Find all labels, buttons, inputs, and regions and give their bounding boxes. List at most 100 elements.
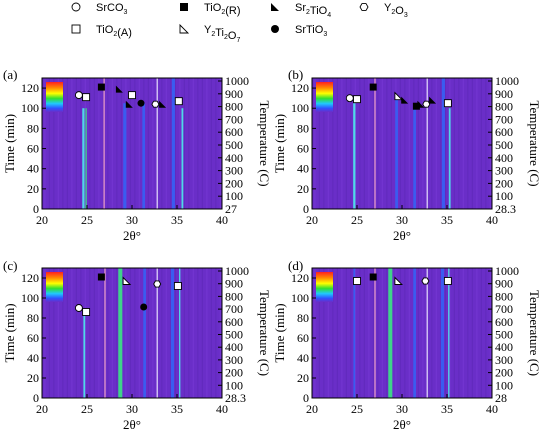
- heatmap-panel: 20 25 30 35 40020406080100120281002003004005…: [272, 258, 542, 432]
- diffraction-band: [156, 78, 158, 209]
- heatmap-background: [312, 268, 492, 398]
- heatmap-texture: [80, 78, 82, 209]
- y-tick-label: 120: [291, 271, 309, 285]
- phase-marker-open-hexagon: [422, 100, 431, 108]
- x-tick-label: 20: [306, 213, 318, 227]
- y2-tick-label: 700: [225, 302, 243, 316]
- legend-symbol-filled-circle: [271, 25, 279, 33]
- y-tick-label: 60: [27, 142, 39, 156]
- heatmap-texture: [147, 78, 149, 209]
- diffraction-band: [123, 103, 127, 209]
- heatmap-texture: [53, 268, 55, 398]
- heatmap-texture: [476, 268, 478, 398]
- phase-marker-open-circle: [74, 91, 83, 100]
- legend-symbol-filled-triangle: [271, 3, 279, 11]
- y-tick-label: 60: [297, 331, 309, 345]
- legend-label: Y2O3: [384, 2, 408, 19]
- y2-tick-label: 300: [225, 164, 243, 178]
- diffraction-band: [448, 108, 451, 209]
- legend-label: Sr2TiO4: [295, 2, 331, 19]
- heatmap-texture: [84, 78, 86, 209]
- legend-label: Y2Ti2O7: [204, 24, 240, 44]
- heatmap-texture: [120, 78, 122, 209]
- y-tick-label: 60: [27, 331, 39, 345]
- x-tick-label: 35: [171, 402, 183, 416]
- heatmap-texture: [179, 78, 181, 209]
- phase-marker-open-hexagon: [421, 277, 430, 285]
- y2-tick-label: 300: [495, 353, 513, 367]
- y2-tick-label: 1000: [225, 74, 249, 88]
- heatmap-texture: [62, 78, 64, 209]
- heatmap-texture: [350, 268, 352, 398]
- diffraction-band: [440, 268, 445, 398]
- phase-marker-filled-triangle: [417, 100, 425, 108]
- heatmap-texture: [170, 268, 172, 398]
- heatmap-texture: [98, 78, 100, 209]
- phase-marker-open-hexagon: [153, 280, 162, 288]
- heatmap-panel: 20 25 30 35 4002040608010012028.310020030040…: [272, 67, 542, 243]
- heatmap-texture: [404, 268, 406, 398]
- y2-tick-label: 100: [225, 189, 243, 203]
- heatmap-texture: [453, 268, 455, 398]
- heatmap-texture: [318, 78, 320, 209]
- x-tick-label: 30: [396, 213, 408, 227]
- heatmap-texture: [152, 268, 154, 398]
- legend-entry: SrTiO3: [271, 24, 327, 38]
- heatmap-texture: [138, 78, 140, 209]
- y2-tick-label: 700: [495, 112, 513, 126]
- heatmap-texture: [336, 268, 338, 398]
- y2-tick-label: 500: [225, 328, 243, 342]
- heatmap-texture: [183, 268, 185, 398]
- y2-tick-label: 400: [225, 151, 243, 165]
- heatmap-texture: [116, 78, 118, 209]
- y2-tick-label: 500: [495, 138, 513, 152]
- heatmap-texture: [359, 268, 361, 398]
- y-tick-label: 100: [291, 291, 309, 305]
- colorbar: [46, 272, 63, 302]
- phase-marker-filled-square: [97, 273, 105, 281]
- heatmap-texture: [327, 78, 329, 209]
- heatmap-texture: [102, 268, 104, 398]
- y-tick-label: 80: [27, 311, 39, 325]
- legend-symbol-open-circle: [71, 2, 81, 12]
- phase-marker-filled-circle: [140, 303, 148, 311]
- y-tick-label: 80: [297, 121, 309, 135]
- legend-symbol-open-square: [71, 24, 81, 34]
- y2-tick-label: 600: [225, 315, 243, 329]
- y2-tick-label: 900: [495, 87, 513, 101]
- y-tick-label: 40: [27, 162, 39, 176]
- y-tick-label: 80: [297, 311, 309, 325]
- heatmap-texture: [363, 268, 365, 398]
- heatmap-texture: [174, 268, 176, 398]
- x-tick-label: 20: [36, 213, 48, 227]
- heatmap-texture: [354, 268, 356, 398]
- heatmap-texture: [318, 268, 320, 398]
- heatmap-texture: [368, 78, 370, 209]
- legend-label: SrTiO3: [295, 24, 327, 38]
- x-tick-label: 25: [81, 213, 93, 227]
- phase-marker-filled-square: [369, 273, 377, 281]
- heatmap-texture: [489, 268, 491, 398]
- heatmap-texture: [444, 268, 446, 398]
- y2-tick-label: 1000: [495, 264, 519, 278]
- heatmap-texture: [165, 78, 167, 209]
- heatmap-texture: [462, 78, 464, 209]
- heatmap-texture: [341, 78, 343, 209]
- heatmap-texture: [183, 78, 185, 209]
- legend-symbol-open-hexagon: [359, 3, 369, 11]
- heatmap-texture: [444, 78, 446, 209]
- y-tick-label: 0: [33, 391, 39, 405]
- heatmap-texture: [386, 268, 388, 398]
- heatmap-texture: [66, 78, 68, 209]
- heatmap-texture: [111, 268, 113, 398]
- y2-tick-label: 100: [495, 189, 513, 203]
- diffraction-band: [374, 78, 376, 209]
- diffraction-band: [426, 78, 428, 209]
- y2-tick-label: 400: [495, 340, 513, 354]
- y-tick-label: 40: [297, 162, 309, 176]
- y2-tick-label: 500: [225, 138, 243, 152]
- heatmap-texture: [431, 78, 433, 209]
- y-tick-label: 40: [27, 351, 39, 365]
- legend-label: TiO2(R): [204, 2, 241, 17]
